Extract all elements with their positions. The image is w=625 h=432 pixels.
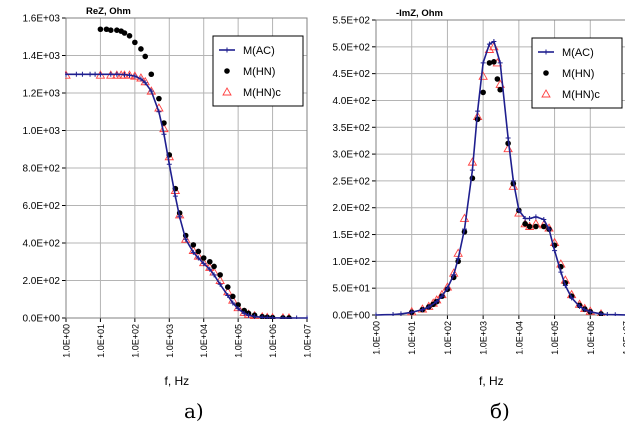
y-tick-label: 1.4E+03: [22, 51, 60, 62]
panel-caption: а): [184, 399, 204, 423]
data-point-m-hn: [127, 33, 133, 39]
legend: M(AC) M(HN) M(HN)c: [213, 36, 303, 106]
y-tick-label: 1.0E+03: [22, 126, 60, 137]
data-point-m-hn: [156, 96, 162, 102]
y-tick-label: 5.5E+02: [332, 16, 370, 27]
data-point-m-hn: [98, 26, 104, 32]
y-tick-label: 6.0E+02: [22, 201, 60, 212]
legend-label: M(HN)c: [243, 87, 281, 99]
y-tick-label: 1.2E+03: [22, 89, 60, 100]
data-point-m-hn: [527, 224, 533, 230]
x-tick-label: 1.0E+02: [130, 324, 140, 358]
x-tick-label: 1.0E+05: [550, 321, 560, 355]
x-tick-label: 1.0E+03: [479, 321, 489, 355]
data-point-m-hn: [217, 272, 223, 278]
legend-label: M(HN): [562, 68, 594, 80]
y-tick-label: 0.0E+00: [22, 314, 60, 325]
data-point-m-hn: [108, 27, 114, 33]
data-point-m-hn: [191, 242, 197, 248]
y-tick-label: 5.0E+02: [332, 42, 370, 53]
y-tick-label: 3.5E+02: [332, 123, 370, 134]
x-tick-label: 1.0E+00: [372, 321, 382, 355]
y-axis-title: -ImZ, Ohm: [396, 8, 443, 19]
legend-label: M(AC): [562, 47, 594, 59]
x-tick-label: 1.0E+04: [514, 321, 524, 355]
x-tick-label: 1.0E+03: [165, 324, 175, 358]
legend: M(AC) M(HN) M(HN)c: [532, 38, 622, 108]
y-tick-label: 4.0E+02: [22, 239, 60, 250]
legend-label: M(AC): [243, 45, 275, 57]
legend-label: M(HN)c: [562, 89, 600, 101]
data-point-m-hn: [138, 46, 144, 52]
x-tick-label: 1.0E+04: [199, 324, 209, 358]
y-tick-label: 4.5E+02: [332, 69, 370, 80]
y-tick-label: 2.5E+02: [332, 176, 370, 187]
y-tick-label: 2.0E+02: [22, 276, 60, 287]
x-tick-label: 1.0E+01: [407, 321, 417, 355]
y-tick-label: 0.0E+00: [332, 311, 370, 322]
data-point-m-hn: [142, 54, 148, 60]
data-point-m-hn: [230, 294, 236, 300]
data-point-m-hn: [480, 90, 486, 96]
y-tick-label: 1.0E+02: [332, 257, 370, 268]
data-point-m-hn: [211, 264, 217, 270]
y-tick-label: 2.0E+02: [332, 203, 370, 214]
data-point-m-hn: [491, 59, 497, 65]
y-tick-label: 1.5E+02: [332, 230, 370, 241]
data-point-m-hn: [196, 249, 202, 255]
x-tick-label: 1.0E+06: [268, 324, 278, 358]
data-point-m-hn: [495, 76, 501, 82]
legend-label: M(HN): [243, 66, 275, 78]
x-tick-label: 1.0E+00: [62, 324, 72, 358]
x-axis-title: f, Hz: [165, 374, 190, 388]
x-tick-label: 1.0E+07: [303, 324, 313, 358]
legend-circle-swatch: [224, 68, 230, 74]
x-tick-label: 1.0E+01: [96, 324, 106, 358]
data-point-m-hn: [225, 284, 231, 290]
y-tick-label: 5.0E+01: [332, 284, 370, 295]
y-tick-label: 8.0E+02: [22, 164, 60, 175]
x-tick-label: 1.0E+05: [234, 324, 244, 358]
y-tick-label: 1.6E+03: [22, 14, 60, 25]
data-point-m-hn: [533, 224, 539, 230]
x-tick-label: 1.0E+06: [586, 321, 596, 355]
data-point-m-hn: [148, 71, 154, 77]
data-point-m-hn: [132, 40, 138, 46]
data-point-m-hn: [201, 255, 207, 261]
chart-panel-2: 0.0E+00 5.0E+01 1.0E+02 1.5E+02 2.0E+02 2.5E+…: [332, 8, 625, 423]
panel-caption: б): [490, 399, 510, 423]
data-point-m-hn: [122, 30, 128, 36]
data-point-m-hn: [207, 259, 213, 265]
y-axis-title: ReZ, Ohm: [86, 6, 131, 17]
x-tick-label: 1.0E+02: [443, 321, 453, 355]
chart-panel-1: 0.0E+00 2.0E+02 4.0E+02 6.0E+02 8.0E+02 1.0E+…: [22, 6, 312, 423]
y-tick-label: 4.0E+02: [332, 96, 370, 107]
x-axis-title: f, Hz: [479, 374, 504, 388]
legend-circle-swatch: [543, 70, 549, 76]
y-tick-label: 3.0E+02: [332, 150, 370, 161]
x-tick-label: 1.0E+07: [622, 321, 625, 355]
